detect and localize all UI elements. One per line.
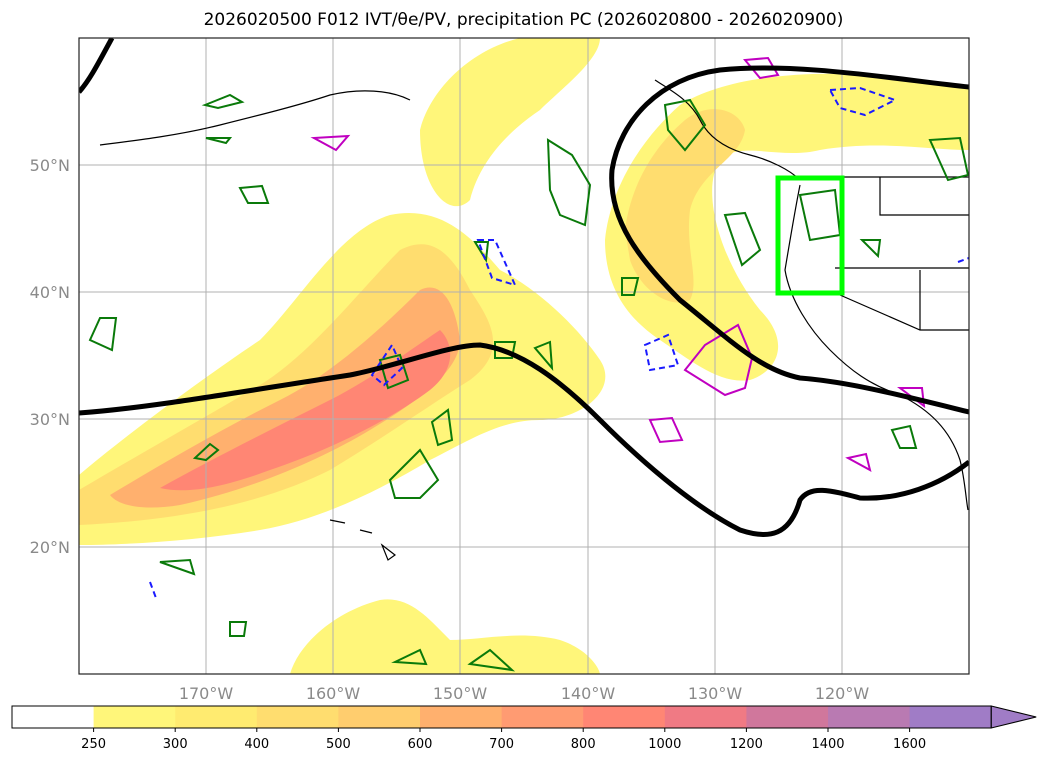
colorbar-segment bbox=[338, 706, 421, 728]
lat-tick-40n: 40°N bbox=[30, 283, 70, 302]
colorbar-tick-label: 1000 bbox=[648, 737, 681, 752]
colorbar-tick-label: 600 bbox=[408, 737, 433, 752]
lat-tick-labels: 20°N 30°N 40°N 50°N bbox=[30, 156, 70, 557]
map-content bbox=[79, 38, 969, 674]
lat-tick-50n: 50°N bbox=[30, 156, 70, 175]
map-frame bbox=[78, 37, 970, 675]
lon-tick-130w: 130°W bbox=[688, 684, 743, 703]
colorbar-segment bbox=[12, 706, 95, 728]
hawaii-3 bbox=[380, 543, 397, 561]
ivt-plume-800 bbox=[160, 330, 451, 491]
colorbar-extend-arrow bbox=[990, 705, 1037, 729]
theta-e-nw bbox=[79, 38, 115, 94]
colorbar-tick-label: 250 bbox=[81, 737, 106, 752]
lon-tick-140w: 140°W bbox=[561, 684, 616, 703]
colorbar: 250 300 400 500 600 700 800 1000 1200 1400 1600 bbox=[11, 705, 1037, 752]
ivt-top-plume bbox=[420, 38, 600, 207]
lon-tick-120w: 120°W bbox=[815, 684, 870, 703]
coastlines bbox=[99, 79, 969, 561]
lat-tick-20n: 20°N bbox=[30, 538, 70, 557]
colorbar-tick-label: 800 bbox=[571, 737, 596, 752]
hawaii-1 bbox=[329, 519, 346, 524]
colorbar-tick-label: 1600 bbox=[893, 737, 926, 752]
colorbar-tick-label: 300 bbox=[163, 737, 188, 752]
ivt-shading bbox=[79, 38, 969, 674]
colorbar-tick-label: 400 bbox=[244, 737, 269, 752]
colorbar-segment bbox=[583, 706, 666, 728]
ivt-south-blob bbox=[290, 599, 600, 674]
colorbar-tick-label: 700 bbox=[489, 737, 514, 752]
figure-title: 2026020500 F012 IVT/θe/PV, precipitation… bbox=[203, 10, 844, 30]
colorbar-segment bbox=[93, 706, 176, 728]
ivt-plume-600 bbox=[110, 287, 460, 508]
lon-tick-170w: 170°W bbox=[179, 684, 234, 703]
colorbar-segment bbox=[746, 706, 829, 728]
theta-e-ridge bbox=[609, 65, 969, 415]
graticule bbox=[79, 38, 969, 674]
us-west-coast bbox=[784, 184, 969, 511]
colorbar-segment bbox=[175, 706, 258, 728]
gulf-alaska-coast bbox=[654, 79, 801, 181]
theta-e-main bbox=[79, 342, 969, 538]
hawaii-2 bbox=[359, 529, 373, 534]
highlight-box bbox=[775, 175, 845, 296]
state-line-1 bbox=[879, 177, 969, 216]
colorbar-tick-label: 500 bbox=[326, 737, 351, 752]
lon-tick-150w: 150°W bbox=[433, 684, 488, 703]
colorbar-segment bbox=[828, 706, 911, 728]
colorbar-tick-label: 1200 bbox=[730, 737, 763, 752]
pv-contours-blue bbox=[149, 86, 969, 599]
alaska-coast bbox=[99, 90, 411, 146]
lat-tick-30n: 30°N bbox=[30, 410, 70, 429]
colorbar-segment bbox=[909, 706, 992, 728]
colorbar-segment bbox=[420, 706, 503, 728]
colorbar-segment bbox=[256, 706, 339, 728]
lon-tick-labels: 170°W 160°W 150°W 140°W 130°W 120°W bbox=[179, 684, 870, 703]
theta-e-contours bbox=[79, 38, 969, 538]
colorbar-segment bbox=[501, 706, 584, 728]
lon-tick-160w: 160°W bbox=[306, 684, 361, 703]
colorbar-segment bbox=[664, 706, 747, 728]
colorbar-tick-label: 1400 bbox=[811, 737, 844, 752]
